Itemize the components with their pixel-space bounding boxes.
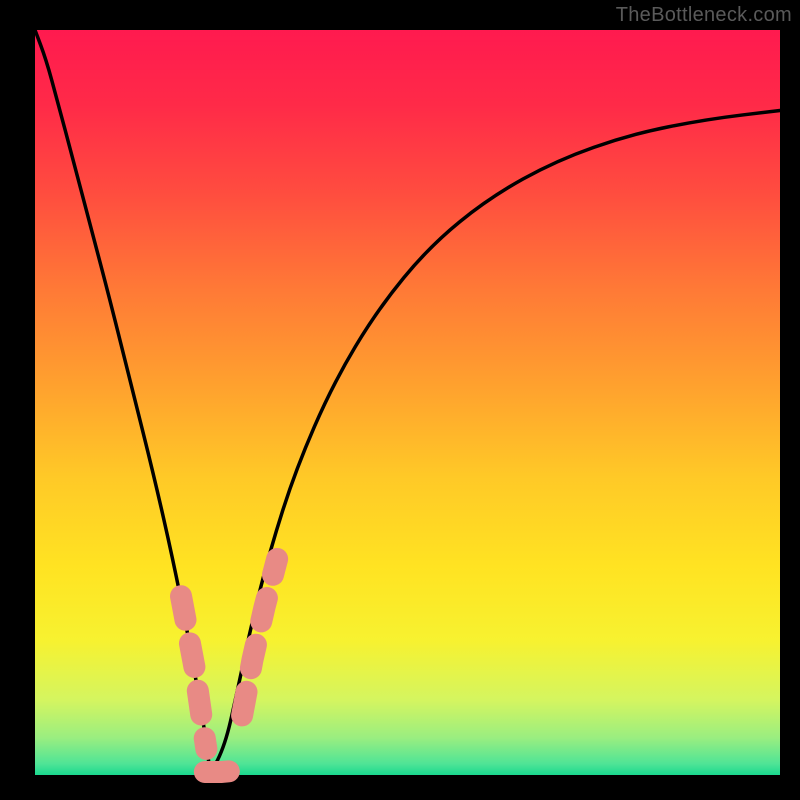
chart-root: TheBottleneck.com [0, 0, 800, 800]
chart-svg [0, 0, 800, 800]
highlight-segment-1 [205, 771, 238, 772]
gradient-background [35, 30, 780, 775]
watermark-text: TheBottleneck.com [616, 4, 792, 27]
